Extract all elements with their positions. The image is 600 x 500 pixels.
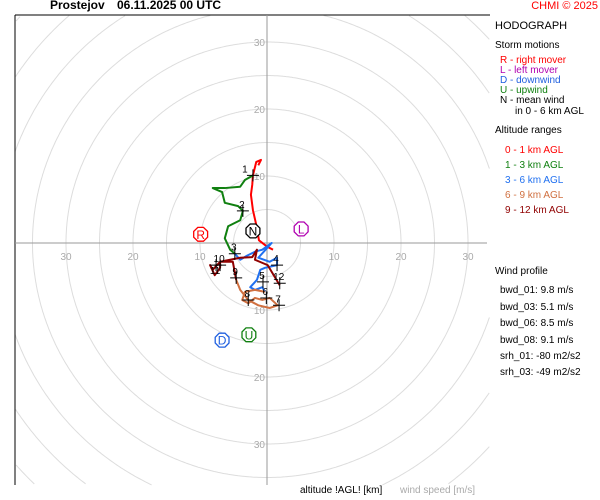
x-tick-label: 30 — [60, 252, 72, 263]
wind-profile-item: bwd_08: 9.1 m/s — [500, 334, 574, 346]
wind-speed-axis-label: wind speed [m/s] — [400, 485, 476, 496]
storm-motion-marker-n — [245, 223, 261, 239]
height-marker-cross — [273, 299, 286, 312]
height-marker-label: 2 — [239, 200, 245, 211]
storm-motion-legend-item: N - mean wind — [500, 95, 565, 106]
speed-ring — [15, 15, 490, 485]
copyright: CHMI © 2025 — [531, 0, 598, 12]
storm-motion-legend-item: U - upwind — [500, 85, 548, 96]
altitude-range-legend-item: 3 - 6 km AGL — [505, 175, 564, 186]
altitude-axis-label: altitude !AGL! [km] — [300, 485, 383, 496]
height-marker-cross — [256, 275, 269, 288]
height-marker-label: 11 — [210, 266, 221, 277]
altitude-range-legend-item: 0 - 1 km AGL — [505, 145, 564, 156]
storm-motion-label: L — [298, 222, 305, 236]
storm-motion-legend-item: D - downwind — [500, 75, 561, 86]
hodograph-line-1-3-km — [211, 174, 254, 255]
height-marker-cross — [228, 247, 241, 260]
wind-profile-item: bwd_06: 8.5 m/s — [500, 318, 574, 329]
height-marker-label: 1 — [242, 164, 248, 175]
height-marker-cross — [236, 204, 249, 217]
height-marker-cross — [242, 293, 255, 306]
height-marker-label: 12 — [273, 272, 285, 283]
x-tick-label: 20 — [127, 252, 139, 263]
x-tick-label: 30 — [462, 252, 474, 263]
datetime-title: 06.11.2025 00 UTC — [117, 0, 222, 12]
storm-motion-marker-l — [293, 221, 309, 237]
wind-profile-title: Wind profile — [495, 266, 548, 277]
altitude-range-legend-item: 1 - 3 km AGL — [505, 160, 564, 171]
y-tick-label: 20 — [254, 373, 266, 384]
storm-motions-title: Storm motions — [495, 40, 560, 51]
height-marker-label: 3 — [231, 243, 237, 254]
height-marker-cross — [271, 259, 284, 272]
speed-ring — [15, 16, 35, 485]
speed-ring — [32, 15, 490, 478]
storm-motion-label: D — [218, 334, 227, 348]
height-marker-label: 4 — [273, 254, 279, 265]
helicity-item: srh_03: -49 m2/s2 — [500, 367, 581, 378]
altitude-range-legend-item: 9 - 12 km AGL — [505, 205, 569, 216]
speed-ring — [14, 15, 490, 486]
y-tick-label: 30 — [254, 440, 266, 451]
speed-rings — [14, 15, 490, 486]
x-tick-label: 10 — [194, 252, 206, 263]
y-tick-label: 10 — [254, 306, 266, 317]
legend-title: HODOGRAPH — [495, 20, 568, 32]
storm-motion-legend-item: R - right mover — [500, 55, 567, 66]
height-marker-cross — [273, 277, 286, 290]
height-marker-label: 9 — [232, 267, 238, 278]
wind-profile-item: bwd_01: 9.8 m/s — [500, 285, 574, 296]
y-tick-label: 30 — [254, 38, 266, 49]
storm-motion-label: N — [249, 224, 258, 238]
storm-motion-legend-item: L - left mover — [500, 65, 558, 76]
altitude-ranges-title: Altitude ranges — [495, 125, 562, 136]
wind-profile-item: bwd_03: 5.1 m/s — [500, 301, 574, 313]
height-marker-label: 10 — [214, 254, 226, 265]
hodograph-line-0-1-km — [249, 158, 274, 251]
height-marker-cross — [210, 259, 223, 272]
storm-motion-label: U — [245, 328, 254, 342]
height-marker-label: 7 — [275, 294, 281, 305]
storm-motion-marker-d — [214, 332, 230, 348]
storm-motion-label: R — [196, 228, 205, 242]
hodograph-line-6-9-km — [235, 279, 279, 309]
height-marker-label: 6 — [263, 287, 269, 298]
helicity-item: srh_01: -80 m2/s2 — [500, 351, 581, 362]
height-marker-label: 8 — [244, 289, 250, 300]
height-marker-cross — [230, 271, 243, 284]
station-title: Prostejov — [50, 0, 105, 12]
y-tick-label: 20 — [254, 105, 266, 116]
mean-wind-note: in 0 - 6 km AGL — [515, 106, 584, 117]
x-tick-label: 10 — [328, 252, 340, 263]
x-tick-label: 20 — [395, 252, 407, 263]
height-marker-cross — [260, 291, 273, 304]
storm-motion-marker-u — [241, 327, 257, 343]
altitude-range-legend-item: 6 - 9 km AGL — [505, 190, 564, 201]
hodograph-line-3-6-km — [234, 242, 279, 293]
storm-motion-marker-r — [193, 226, 209, 242]
y-tick-label: 10 — [254, 172, 266, 183]
height-marker-label: 5 — [259, 271, 265, 282]
height-marker-cross — [246, 169, 259, 182]
